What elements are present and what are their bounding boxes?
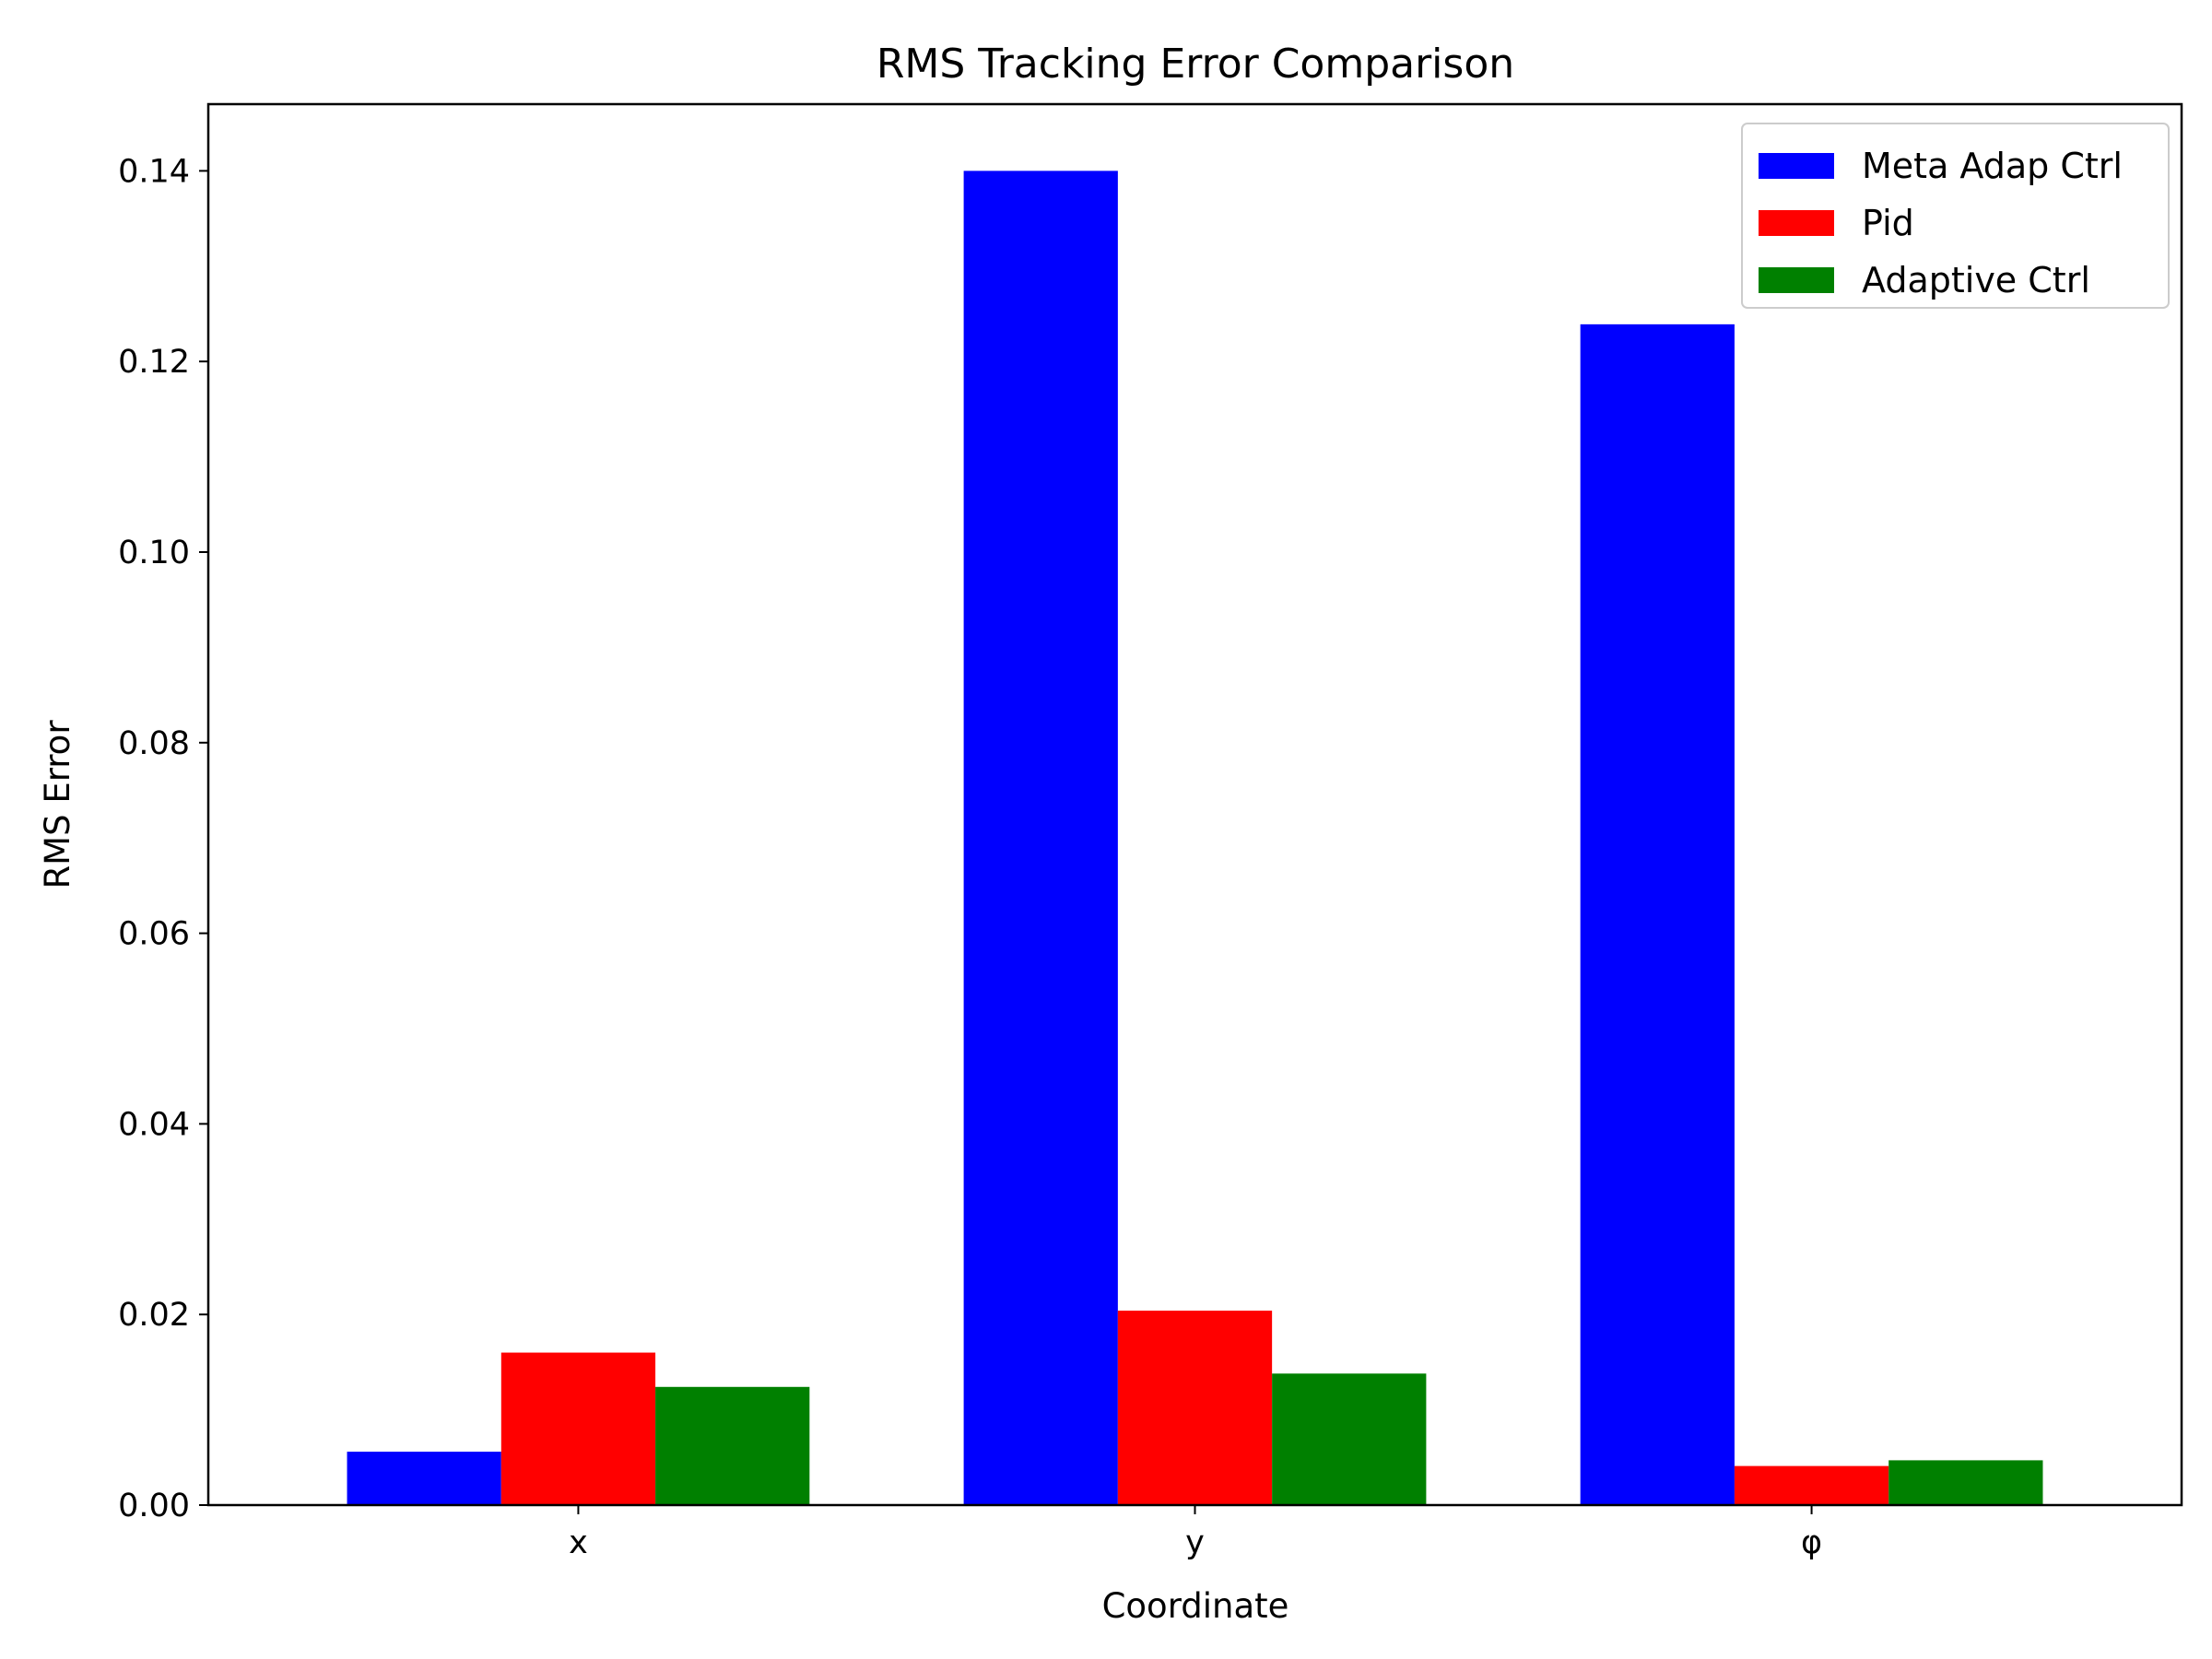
- x-tick-label: x: [569, 1524, 588, 1561]
- y-tick-label: 0.02: [118, 1297, 190, 1334]
- y-axis: 0.00 0.02 0.04 0.06 0.08 0.10 0.12 0.14: [118, 153, 208, 1524]
- bar-adaptive-ctrl-2: [1888, 1460, 2043, 1505]
- y-tick-label: 0.06: [118, 916, 190, 953]
- bar-pid-2: [1734, 1465, 1889, 1505]
- y-axis-label: RMS Error: [38, 720, 77, 889]
- legend: Meta Adap Ctrl Pid Adaptive Ctrl: [1741, 123, 2170, 309]
- legend-box: [1741, 123, 2170, 309]
- bar-meta-adap-ctrl-1: [963, 171, 1118, 1505]
- bar-pid-0: [500, 1352, 656, 1505]
- y-tick-label: 0.14: [118, 153, 190, 190]
- bar-pid-1: [1117, 1311, 1273, 1505]
- x-tick-label: y: [1185, 1524, 1205, 1561]
- x-axis-label: Coordinate: [1102, 1586, 1289, 1626]
- y-tick-label: 0.10: [118, 535, 190, 571]
- y-tick-label: 0.08: [118, 725, 190, 762]
- legend-swatch: [1759, 267, 1834, 293]
- x-tick-label: φ: [1801, 1524, 1822, 1561]
- legend-swatch: [1759, 153, 1834, 179]
- y-tick-label: 0.12: [118, 344, 190, 381]
- legend-swatch: [1759, 210, 1834, 236]
- bar-adaptive-ctrl-0: [655, 1386, 810, 1505]
- bar-meta-adap-ctrl-0: [347, 1452, 501, 1505]
- bar-adaptive-ctrl-1: [1272, 1373, 1427, 1505]
- legend-label: Adaptive Ctrl: [1862, 260, 2090, 300]
- y-tick-label: 0.04: [118, 1106, 190, 1143]
- bars-layer: [347, 171, 2043, 1505]
- legend-label: Pid: [1862, 203, 1914, 243]
- chart-title: RMS Tracking Error Comparison: [877, 41, 1514, 88]
- y-tick-label: 0.00: [118, 1488, 190, 1524]
- bar-meta-adap-ctrl-2: [1580, 324, 1735, 1505]
- legend-label: Meta Adap Ctrl: [1862, 146, 2123, 186]
